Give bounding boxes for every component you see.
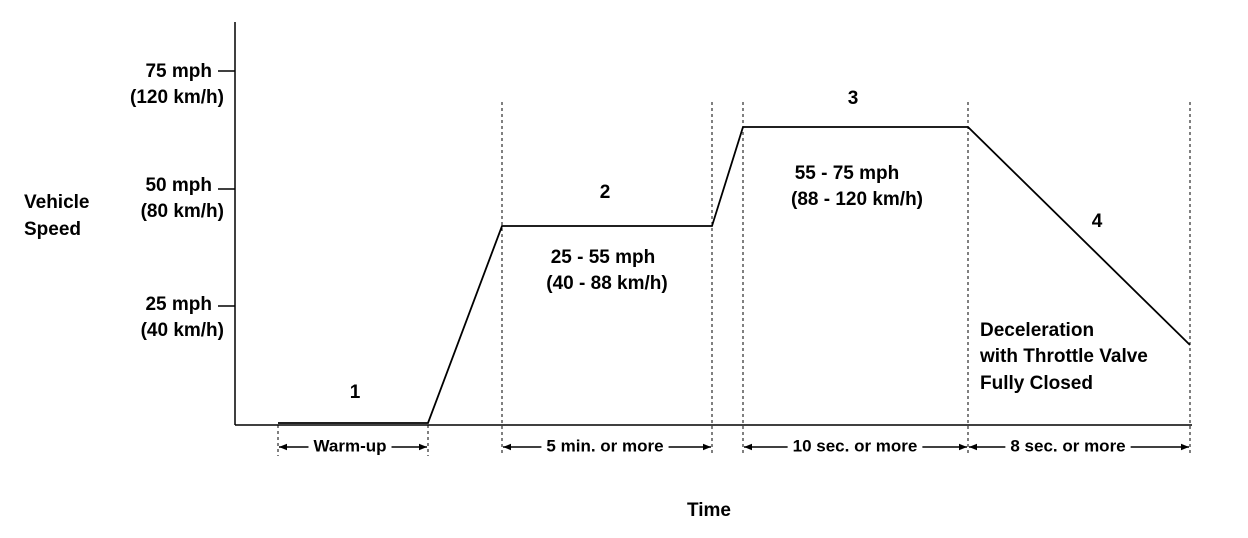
duration-label: Warm-up [313,436,386,455]
phase-number: 1 [350,382,361,403]
phase-number: 2 [600,182,611,203]
x-label: Time [687,500,731,521]
note: Fully Closed [980,373,1093,394]
duration-label: 10 sec. or more [793,436,918,455]
phase-number: 4 [1092,211,1103,232]
y-label: Vehicle [24,192,90,213]
y-tick-label: (80 km/h) [141,201,224,222]
duration-label: 5 min. or more [546,436,663,455]
speed-range: (88 - 120 km/h) [791,189,923,210]
y-tick-label: 25 mph [145,294,212,315]
y-tick-label: (40 km/h) [141,320,224,341]
y-tick-label: 75 mph [145,61,212,82]
note: Deceleration [980,320,1094,341]
note: with Throttle Valve [979,346,1148,367]
speed-range: 55 - 75 mph [795,163,900,184]
speed-range: (40 - 88 km/h) [546,273,667,294]
y-tick-label: 50 mph [145,175,212,196]
y-tick-label: (120 km/h) [130,87,224,108]
speed-range: 25 - 55 mph [551,247,656,268]
duration-label: 8 sec. or more [1010,436,1125,455]
y-label: Speed [24,219,81,240]
phase-number: 3 [848,88,859,109]
